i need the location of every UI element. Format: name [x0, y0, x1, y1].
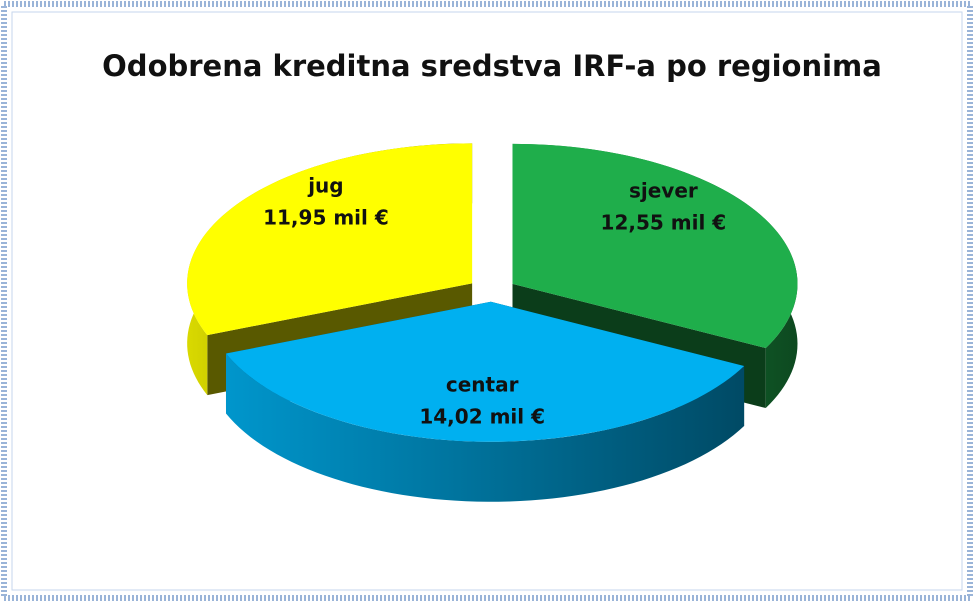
- value-label: 11,95 mil €: [263, 206, 389, 230]
- category-label: sjever: [629, 179, 698, 203]
- slice: [225, 301, 745, 502]
- slice-top: [225, 301, 745, 442]
- plot-area: [11, 11, 963, 591]
- slice-top: [512, 143, 798, 349]
- category-label: centar: [446, 372, 519, 396]
- chart-title: Odobrena kreditna sredstva IRF-a po regi…: [102, 49, 882, 83]
- pie: [187, 143, 798, 502]
- value-label: 14,02 mil €: [419, 404, 545, 428]
- value-label: 12,55 mil €: [601, 211, 727, 235]
- slice-top: [187, 143, 473, 336]
- category-label: jug: [307, 174, 343, 198]
- slice-wall: [225, 353, 745, 502]
